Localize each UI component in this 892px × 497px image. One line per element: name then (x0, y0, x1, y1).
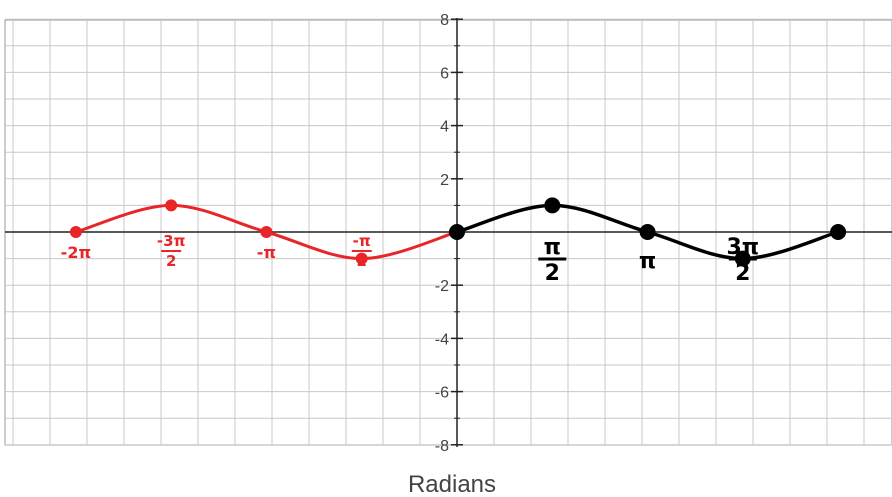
y-tick-label: -2 (435, 278, 449, 295)
annotation-label: 2 (356, 252, 366, 270)
data-point (355, 252, 368, 265)
y-tick-label: 2 (440, 172, 449, 189)
annotation-label: -π (257, 243, 276, 262)
x-axis-title: Radians (408, 471, 496, 497)
annotation-label: 2 (545, 261, 560, 286)
y-tick-label: 8 (440, 12, 449, 29)
annotation-label: π (544, 235, 561, 260)
data-point (69, 226, 82, 238)
y-tick-label: -4 (435, 331, 449, 348)
annotation-label: 3π (726, 235, 759, 260)
y-tick-label: -6 (435, 385, 449, 402)
annotation-label: 2 (735, 261, 750, 286)
annotation-label: π (639, 249, 656, 274)
annotation-label: -π (353, 232, 371, 250)
y-ticks: -8 -6 -4 -2 2 4 6 8 (435, 12, 463, 455)
annotation-label: -3π (157, 232, 186, 250)
data-point (165, 199, 178, 212)
y-tick-label: 6 (440, 65, 449, 82)
data-point (830, 224, 847, 240)
data-point (639, 224, 656, 240)
data-point (449, 224, 465, 240)
y-tick-label: -8 (435, 438, 449, 455)
y-tick-label: 4 (440, 119, 449, 136)
annotation-label: 2 (166, 252, 176, 270)
data-point (544, 197, 561, 214)
annotation-label: -2π (61, 243, 91, 262)
data-point (260, 226, 273, 238)
